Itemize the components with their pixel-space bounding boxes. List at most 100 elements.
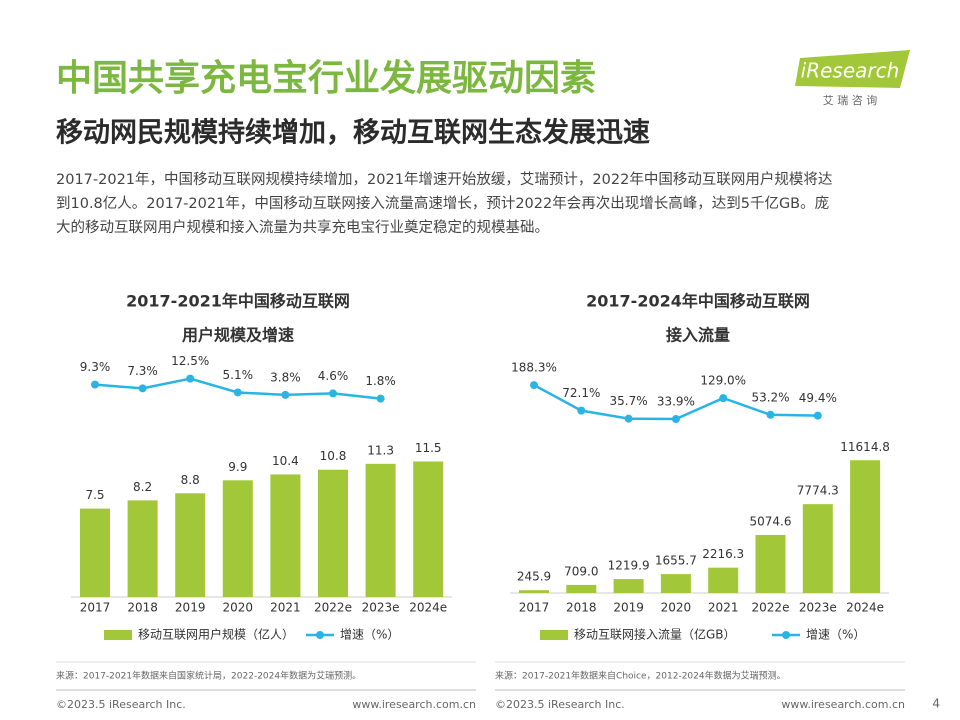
paragraph-line: 大的移动互联网用户规模和接入流量为共享充电宝行业奠定稳定的规模基础。 <box>56 219 549 236</box>
logo: iResearch <box>801 59 900 83</box>
bar <box>850 460 881 593</box>
x-tick-label: 2017 <box>519 601 550 615</box>
growth-point <box>813 411 822 420</box>
legend-marker <box>782 631 790 639</box>
data-label: 10.4 <box>272 454 299 468</box>
title: 中国共享充电宝行业发展驱动因素 <box>56 58 596 99</box>
data-label: 72.1% <box>562 386 600 400</box>
data-label: 12.5% <box>171 354 209 368</box>
x-tick-label: 2023e <box>362 601 400 615</box>
data-label: 7774.3 <box>797 484 839 498</box>
data-label: 1655.7 <box>655 554 697 568</box>
bar <box>175 493 206 597</box>
data-label: 35.7% <box>610 394 648 408</box>
bar <box>80 508 110 597</box>
chart-title: 2017-2021年中国移动互联网 <box>126 292 350 311</box>
data-label: 11.3 <box>367 443 394 457</box>
data-label: 8.8 <box>181 473 200 487</box>
chart-title: 2017-2024年中国移动互联网 <box>586 292 810 311</box>
x-tick-label: 2024e <box>846 601 884 615</box>
source: 来源：2017-2021年数据来自Choice，2012-2024年数据为艾瑞预… <box>495 670 786 682</box>
x-tick-label: 2020 <box>661 601 692 615</box>
chart-title: 用户规模及增速 <box>182 326 294 345</box>
growth-point <box>530 381 538 390</box>
bar <box>566 584 597 593</box>
x-tick-label: 2019 <box>613 601 644 615</box>
copyright: ©2023.5 iResearch Inc. <box>495 698 625 711</box>
growth-point <box>376 394 385 403</box>
bar <box>270 474 301 597</box>
data-label: 9.3% <box>80 360 111 374</box>
growth-point <box>577 406 586 415</box>
data-label: 9.9 <box>228 460 247 474</box>
growth-point <box>91 380 99 389</box>
growth-point <box>671 415 680 424</box>
growth-point <box>138 384 147 393</box>
paragraph-line: 到10.8亿人。2017-2021年，中国移动互联网接入流量高速增长，预计202… <box>56 195 829 212</box>
data-label: 7.3% <box>127 364 158 378</box>
data-label: 1.8% <box>365 374 396 388</box>
data-label: 5074.6 <box>750 515 792 529</box>
x-tick-label: 2018 <box>127 601 158 615</box>
logo-sub: 艾 瑞 咨 询 <box>823 93 878 107</box>
data-label: 33.9% <box>657 395 695 409</box>
bar <box>413 461 444 597</box>
legend-marker <box>316 631 324 639</box>
x-tick-label: 2021 <box>708 601 739 615</box>
chart-title: 接入流量 <box>666 326 730 345</box>
bar <box>365 463 396 597</box>
x-tick-label: 2017 <box>80 601 111 615</box>
growth-point <box>624 414 633 423</box>
data-label: 10.8 <box>320 449 347 463</box>
x-tick-label: 2018 <box>566 601 597 615</box>
data-label: 5.1% <box>223 368 254 382</box>
page-number: 4 <box>932 697 940 711</box>
bar <box>222 480 253 597</box>
source: 来源：2017-2021年数据来自国家统计局，2022-2024年数据为艾瑞预测… <box>56 670 361 682</box>
data-label: 1219.9 <box>608 559 650 573</box>
url: www.iresearch.com.cn <box>352 698 476 711</box>
growth-point <box>281 390 290 399</box>
legend-label: 移动互联网用户规模（亿人） <box>138 627 294 642</box>
data-label: 11614.8 <box>840 440 890 454</box>
paragraph-line: 2017-2021年，中国移动互联网规模持续增加，2021年增速开始放缓，艾瑞预… <box>56 171 832 188</box>
logo-shape <box>795 50 910 88</box>
x-tick-label: 2022e <box>752 601 790 615</box>
x-tick-label: 2023e <box>799 601 837 615</box>
data-label: 129.0% <box>700 374 746 388</box>
x-tick-label: 2019 <box>175 601 206 615</box>
growth-point <box>186 374 195 383</box>
bar <box>127 500 158 597</box>
legend-label: 增速（%） <box>806 628 865 642</box>
growth-point <box>719 394 728 403</box>
copyright: ©2023.5 iResearch Inc. <box>56 698 186 711</box>
data-label: 3.8% <box>270 370 301 384</box>
bar <box>519 590 549 593</box>
bar <box>318 469 348 597</box>
data-label: 49.4% <box>799 391 837 405</box>
data-label: 709.0 <box>564 564 598 578</box>
subtitle: 移动网民规模持续增加，移动互联网生态发展迅速 <box>56 117 650 149</box>
bar <box>802 504 833 593</box>
bar <box>660 574 691 593</box>
x-tick-label: 2021 <box>270 601 301 615</box>
bar <box>755 535 786 593</box>
data-label: 245.9 <box>517 570 551 584</box>
growth-point <box>233 388 242 397</box>
url: www.iresearch.com.cn <box>781 698 905 711</box>
legend-label: 移动互联网接入流量（亿GB） <box>574 627 736 642</box>
growth-point <box>766 410 775 419</box>
x-tick-label: 2020 <box>223 601 254 615</box>
x-tick-label: 2022e <box>314 601 352 615</box>
x-tick-label: 2024e <box>409 601 447 615</box>
data-label: 8.2 <box>133 480 152 494</box>
data-label: 188.3% <box>511 361 557 375</box>
data-label: 2216.3 <box>702 547 744 561</box>
legend-swatch <box>104 630 132 640</box>
legend-swatch <box>540 630 568 640</box>
data-label: 53.2% <box>751 390 789 404</box>
data-label: 7.5 <box>85 488 104 502</box>
legend-label: 增速（%） <box>340 628 399 642</box>
growth-point <box>329 389 337 398</box>
